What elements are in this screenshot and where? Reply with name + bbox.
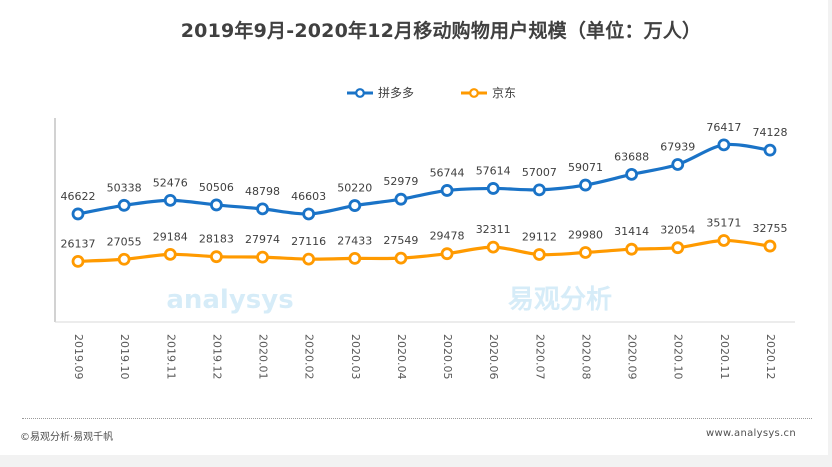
- data-point[interactable]: [256, 202, 269, 216]
- data-label: 52979: [383, 175, 418, 188]
- data-label: 59071: [568, 161, 603, 174]
- data-label: 32054: [660, 224, 695, 237]
- series-pinduoduo: 46622 50338 52476 50506 48798 46603 50220 52979…: [61, 121, 788, 221]
- data-label: 27974: [245, 233, 280, 246]
- data-label: 57614: [476, 164, 511, 177]
- legend-label-jd: 京东: [492, 86, 517, 100]
- data-point[interactable]: [394, 251, 408, 265]
- data-point[interactable]: [348, 252, 362, 265]
- series-layer: 46622 50338 52476 50506 48798 46603 50220 52979…: [61, 121, 788, 268]
- legend-item-pinduoduo[interactable]: 拼多多: [346, 84, 414, 101]
- data-label: 31414: [614, 225, 649, 238]
- data-point[interactable]: [209, 250, 223, 264]
- x-tick-label: 2020.05: [441, 334, 454, 380]
- data-point[interactable]: [625, 167, 638, 181]
- data-point[interactable]: [71, 207, 85, 221]
- x-tick-label: 2020.02: [303, 334, 316, 380]
- data-label: 52476: [153, 176, 188, 189]
- x-tick-label: 2019.12: [210, 334, 223, 380]
- data-label: 35171: [706, 216, 741, 229]
- data-point[interactable]: [486, 240, 500, 254]
- data-point[interactable]: [579, 178, 592, 192]
- data-point[interactable]: [348, 199, 362, 212]
- data-point[interactable]: [394, 192, 408, 206]
- x-tick-label: 2020.10: [672, 334, 685, 380]
- footer-divider: [22, 418, 812, 419]
- data-label: 74128: [753, 126, 788, 139]
- data-label: 46603: [291, 190, 326, 203]
- data-point[interactable]: [717, 138, 731, 152]
- data-label: 29184: [153, 230, 188, 243]
- data-label: 29478: [430, 230, 465, 243]
- data-point[interactable]: [440, 184, 454, 197]
- footer-url[interactable]: www.analysys.cn: [706, 428, 796, 439]
- data-label: 50338: [107, 181, 142, 194]
- data-label: 48798: [245, 185, 280, 198]
- x-tick-label: 2020.12: [764, 334, 777, 380]
- x-tick-label: 2020.04: [395, 334, 408, 380]
- data-label: 27055: [107, 235, 142, 248]
- x-tick-label: 2020.08: [579, 334, 592, 380]
- data-label: 67939: [660, 141, 695, 154]
- data-label: 50506: [199, 181, 234, 194]
- data-point[interactable]: [717, 234, 731, 247]
- x-tick-label: 2019.10: [118, 334, 131, 380]
- legend-marker-jd-icon: [461, 87, 487, 98]
- data-label: 32311: [476, 223, 511, 236]
- data-label: 56744: [430, 166, 465, 179]
- legend-label-pinduoduo: 拼多多: [378, 86, 415, 100]
- data-point[interactable]: [625, 242, 638, 256]
- data-point[interactable]: [671, 241, 685, 255]
- data-label: 32755: [753, 222, 788, 235]
- data-label: 29980: [568, 229, 603, 242]
- data-point[interactable]: [532, 248, 546, 261]
- series-line: [77, 142, 771, 216]
- data-point[interactable]: [209, 198, 223, 212]
- data-label: 26137: [61, 237, 96, 250]
- data-point[interactable]: [486, 182, 500, 195]
- data-point[interactable]: [117, 252, 131, 266]
- data-point[interactable]: [440, 247, 454, 261]
- data-point[interactable]: [671, 158, 685, 171]
- x-tick-label: 2019.09: [72, 334, 85, 380]
- x-tick-labels: 2019.09 2019.10 2019.11 2019.12 2020.01 2020.…: [72, 334, 777, 380]
- data-label: 29112: [522, 231, 557, 244]
- data-point[interactable]: [302, 252, 316, 266]
- x-tick-label: 2020.11: [718, 334, 731, 380]
- legend-marker-pinduoduo-icon: [347, 87, 373, 98]
- data-label: 63688: [614, 150, 649, 163]
- legend: 拼多多 京东: [0, 84, 832, 102]
- data-label: 27116: [291, 235, 326, 248]
- series-jd: 26137 27055 29184 28183 27974 27116 27433 27549…: [61, 216, 788, 268]
- data-label: 27433: [337, 234, 372, 247]
- chart-card: [0, 0, 828, 455]
- legend-item-jd[interactable]: 京东: [460, 84, 516, 101]
- data-point[interactable]: [163, 247, 177, 261]
- data-label: 27549: [383, 234, 418, 247]
- data-label: 76417: [706, 121, 741, 134]
- data-point[interactable]: [763, 239, 777, 253]
- x-tick-label: 2020.06: [487, 334, 500, 380]
- data-point[interactable]: [302, 207, 316, 221]
- x-tick-label: 2020.01: [257, 334, 270, 380]
- data-point[interactable]: [256, 250, 269, 264]
- data-label: 57007: [522, 166, 557, 179]
- data-point[interactable]: [117, 198, 131, 212]
- x-tick-label: 2020.09: [626, 334, 639, 380]
- data-point[interactable]: [579, 246, 592, 259]
- data-label: 28183: [199, 233, 234, 246]
- footer-source: ©易观分析·易观千帆: [20, 432, 114, 443]
- x-tick-label: 2020.03: [349, 334, 362, 380]
- data-point[interactable]: [763, 143, 777, 157]
- x-tick-label: 2020.07: [533, 334, 546, 380]
- data-label: 50220: [337, 182, 372, 195]
- x-tick-label: 2019.11: [164, 334, 177, 380]
- series-line: [77, 238, 771, 264]
- data-point[interactable]: [71, 255, 85, 268]
- data-point[interactable]: [163, 193, 177, 207]
- data-point[interactable]: [532, 183, 546, 197]
- data-label: 46622: [61, 190, 96, 203]
- chart-title: 2019年9月-2020年12月移动购物用户规模（单位：万人）: [180, 20, 702, 42]
